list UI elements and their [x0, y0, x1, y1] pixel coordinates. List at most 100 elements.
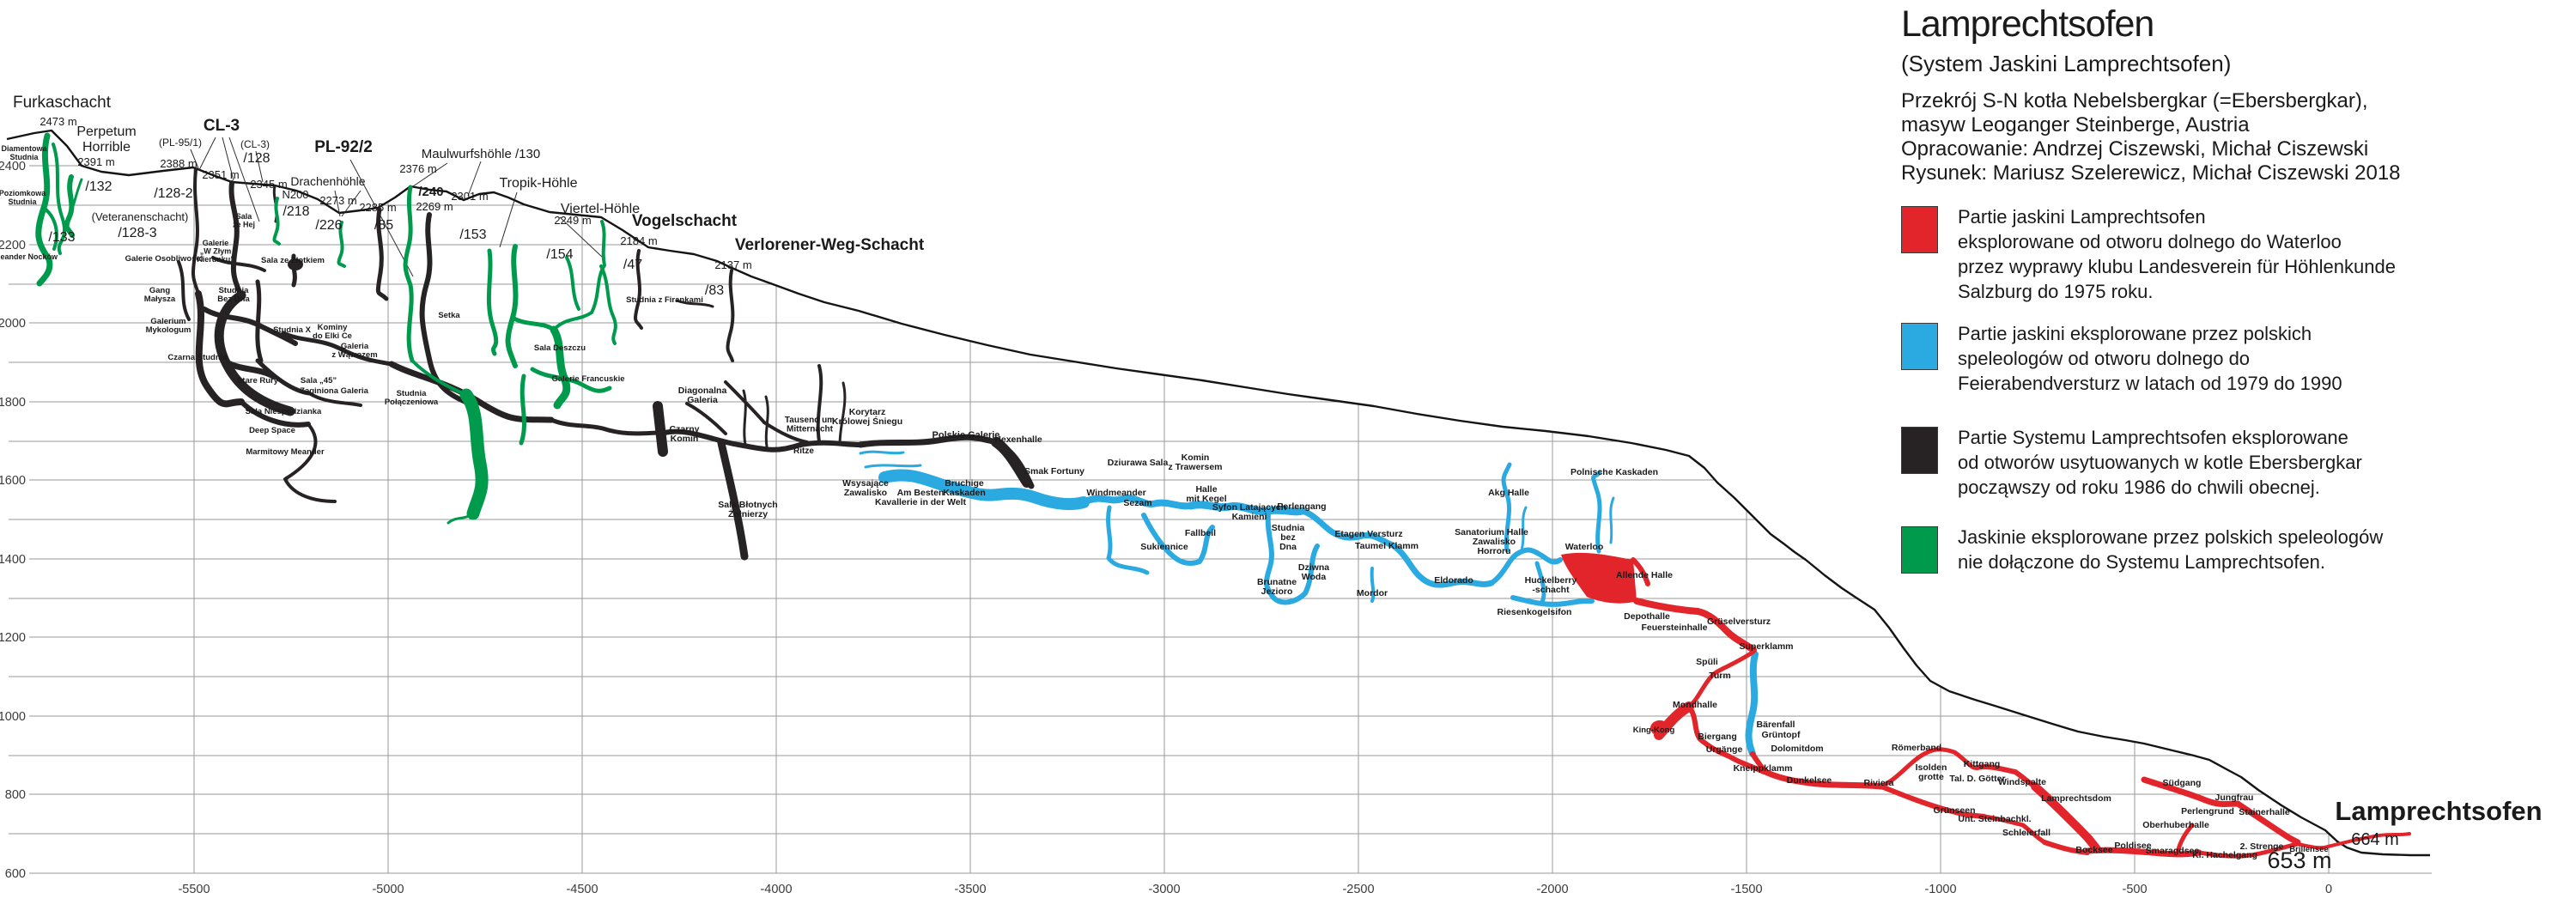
label-studnia-bez-dna: Studnia bez Dna — [1272, 523, 1305, 552]
label-galeria-z-wąwozem: Galeria z Wąwozem — [331, 342, 377, 360]
label-cl-3: (CL-3) — [240, 138, 270, 150]
cave-passage-segment — [662, 428, 863, 452]
label-polnische-kaskaden: Polnische Kaskaden — [1571, 467, 1658, 477]
legend-line: Feierabendversturz w latach od 1979 do 1… — [1958, 373, 2342, 394]
cave-passages-black — [177, 168, 1035, 561]
label-studnia-x: Studnia X — [273, 325, 311, 335]
legend-text-black: Partie Systemu Lamprechtsofen eksplorowa… — [1958, 425, 2362, 500]
cave-passage-segment — [1650, 720, 1669, 736]
label-galerie-francuskie: Galerie Francuskie — [551, 374, 624, 384]
label-sanatorium-halle: Sanatorium Halle — [1455, 527, 1528, 537]
title-block: Lamprechtsofen (System Jaskini Lamprecht… — [1901, 4, 2571, 185]
cave-passage-segment — [214, 290, 295, 416]
elevation-tick-1800: 1800 — [0, 396, 26, 410]
label-isolden-grotte: Isolden grotte — [1916, 762, 1947, 782]
label-waterloo: Waterloo — [1565, 542, 1604, 552]
label-85: /85 — [374, 218, 393, 233]
label-2376-m: 2376 m — [399, 162, 436, 175]
label-südgang: Südgang — [2163, 778, 2202, 788]
distance-tick--5000: -5000 — [372, 883, 404, 896]
label-b-renfall: Bärenfall — [1757, 720, 1795, 730]
cave-passage-segment — [519, 373, 526, 446]
label-vogelschacht: Vogelschacht — [632, 212, 738, 230]
label-turm: Turm — [1709, 671, 1730, 681]
leader-line — [334, 190, 341, 217]
cave-passages-blue — [859, 450, 1759, 757]
distance-tick--3000: -3000 — [1148, 883, 1180, 896]
label-132: /132 — [85, 179, 112, 194]
cave-passage-segment — [1591, 470, 1602, 554]
label-sukiennice: Sukiennice — [1140, 542, 1188, 552]
label-furkaschacht: Furkaschacht — [13, 94, 112, 112]
cave-passage-segment — [1370, 567, 1376, 603]
label-riesenkogelsifon: Riesenkogelsifon — [1498, 607, 1572, 617]
cave-passage-segment — [255, 279, 264, 363]
label-smak-fortuny: Smak Fortuny — [1024, 466, 1084, 477]
label-windmeander: Windmeander — [1086, 488, 1145, 498]
label-47: /47 — [623, 258, 642, 272]
cave-passages-red — [1561, 552, 2411, 859]
label-kneippklamm: Kneippklamm — [1734, 763, 1793, 774]
cave-passage-segment — [675, 299, 714, 308]
cave-passage-segment — [2175, 823, 2195, 855]
leader-line — [412, 162, 448, 187]
cave-passage-segment — [510, 315, 556, 332]
cave-passage-segment — [762, 421, 809, 444]
elevation-tick-1600: 1600 — [0, 474, 26, 488]
map-description-line: Przekrój S-N kotła Nebelsbergkar (=Ebers… — [1901, 89, 2368, 113]
label-verlorener-weg-schacht: Verlorener-Weg-Schacht — [735, 236, 925, 254]
cave-passage-segment — [550, 325, 571, 410]
cave-passage-segment — [1609, 496, 1615, 544]
label-2249-m: 2249 m — [554, 214, 591, 227]
cave-passage-segment — [228, 180, 244, 298]
label-sezam: Sezam — [1123, 498, 1151, 508]
label-128-2: /128-2 — [154, 186, 192, 201]
label-bocksee: Bocksee — [2075, 845, 2112, 855]
label-studnia-bez-dna: Studnia Bez Dna — [217, 286, 250, 304]
elevation-tick-1400: 1400 — [0, 553, 26, 567]
elevation-tick-2400: 2400 — [0, 160, 26, 173]
label-240: /240 — [418, 185, 443, 199]
legend-line: Salzburg do 1975 roku. — [1958, 281, 2154, 302]
cave-passage-segment — [1534, 561, 1546, 604]
label-tausend-um-mitternacht: Tausend um Mitternacht — [785, 416, 835, 434]
label-sala-niespodzianka: Sala Niespodzianka — [246, 407, 322, 416]
label-setka: Setka — [438, 311, 460, 320]
label-huckelberry-schacht: Huckelberry -schacht — [1525, 575, 1577, 595]
label-perlengang: Perlengang — [1277, 501, 1326, 512]
label-grüntopf: Grüntopf — [1762, 730, 1801, 740]
cave-passage-segment — [191, 168, 200, 295]
label-pl-95-1: (PL-95/1) — [159, 137, 202, 149]
label-sala-ze-złotkiem: Sala ze Złotkiem — [261, 256, 325, 265]
cave-passage-segment — [742, 389, 747, 446]
distance-tick--1500: -1500 — [1730, 883, 1762, 896]
label-kl-hachelgang: Kl. Hachelgang — [2192, 850, 2257, 860]
elevation-tick-1000: 1000 — [0, 710, 26, 724]
distance-tick--4500: -4500 — [566, 883, 598, 896]
cave-passage-segment — [255, 358, 312, 396]
label-dolomitdom: Dolomitdom — [1771, 744, 1823, 754]
label-superklamm: Superklamm — [1739, 641, 1793, 652]
cave-passage-segment — [1389, 542, 1495, 588]
label-urg-nge: Urgänge — [1706, 744, 1743, 755]
cave-passage-segment — [337, 221, 346, 268]
label-pl-92-2: PL-92/2 — [314, 138, 373, 156]
cave-passage-segment — [403, 185, 415, 363]
label-kominy-do-elki-ce: Kominy do Elki Ce — [313, 323, 352, 341]
label-czarna-studnia: Czarna Studnia — [167, 353, 228, 362]
cave-passage-segment — [764, 395, 769, 448]
label-smaragdsee: Smaragdsee — [2146, 846, 2200, 856]
elevation-tick-600: 600 — [5, 867, 26, 881]
cave-passage-segment — [590, 220, 606, 314]
cave-passage-segment — [70, 178, 83, 213]
label-n200: N200 — [282, 188, 308, 201]
label-hexenhalle: Hexenhalle — [994, 434, 1042, 445]
cave-passage-segment — [2196, 841, 2300, 859]
legend-line: Jaskinie eksplorowane przez polskich spe… — [1958, 526, 2384, 548]
label-kittgang: Kittgang — [1964, 759, 2001, 769]
label-wsysające-zawalisko: Wsysające Zawalisko — [842, 478, 889, 498]
cave-passage-segment — [375, 207, 389, 301]
label-halle-mit-kegel: Halle mit Kegel — [1186, 484, 1226, 504]
